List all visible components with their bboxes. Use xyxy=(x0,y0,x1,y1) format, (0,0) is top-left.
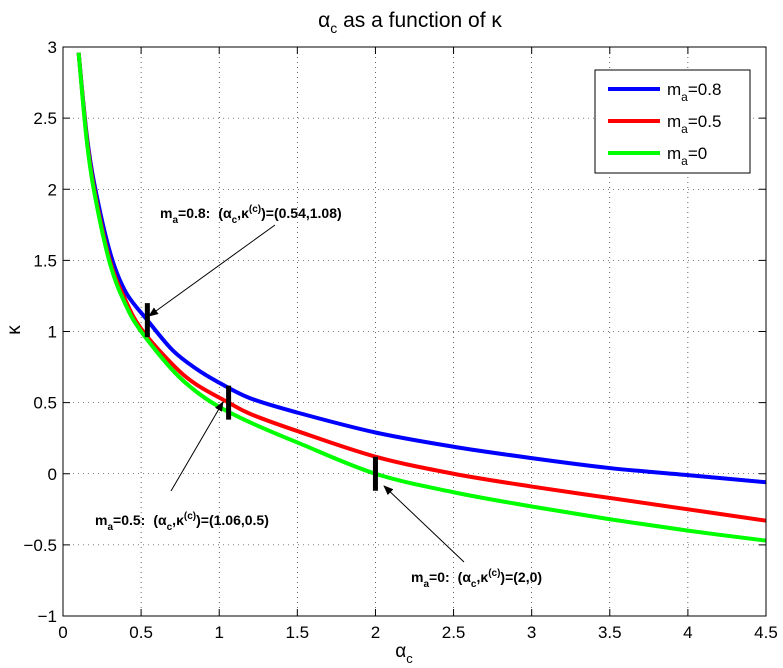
chart-title: αc as a function of κ xyxy=(318,9,502,36)
y-tick-label: 0 xyxy=(48,465,57,484)
y-tick-label: 2 xyxy=(48,180,57,199)
x-tick-label: 3 xyxy=(527,623,536,642)
x-tick-label: 0.5 xyxy=(129,623,153,642)
y-tick-label: 0.5 xyxy=(33,394,57,413)
y-tick-label: 3 xyxy=(48,38,57,57)
y-axis-label: κ xyxy=(4,325,25,335)
y-tick-label: −0.5 xyxy=(23,536,57,555)
x-tick-label: 0 xyxy=(58,623,67,642)
x-tick-label: 1.5 xyxy=(286,623,310,642)
x-tick-label: 2 xyxy=(371,623,380,642)
y-tick-label: 2.5 xyxy=(33,109,57,128)
x-tick-label: 4.5 xyxy=(754,623,778,642)
x-tick-label: 4 xyxy=(683,623,692,642)
legend: ma=0.8 ma=0.5 ma=0 xyxy=(595,70,750,173)
x-tick-label: 3.5 xyxy=(598,623,622,642)
x-tick-label: 2.5 xyxy=(442,623,466,642)
x-tick-label: 1 xyxy=(214,623,223,642)
y-tick-label: 1 xyxy=(48,323,57,342)
y-tick-label: −1 xyxy=(38,607,57,626)
y-tick-label: 1.5 xyxy=(33,251,57,270)
